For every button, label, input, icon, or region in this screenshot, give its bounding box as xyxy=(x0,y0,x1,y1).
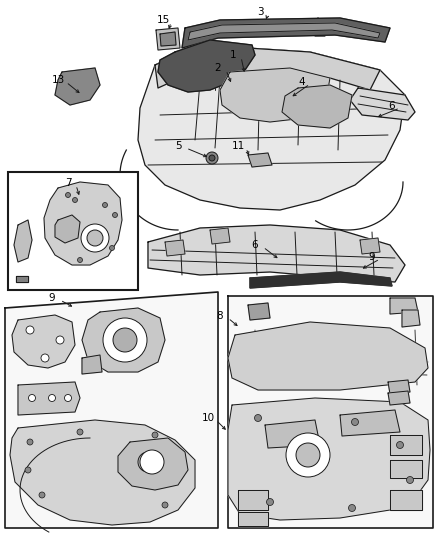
Text: 3: 3 xyxy=(257,7,263,17)
Polygon shape xyxy=(402,310,420,327)
Circle shape xyxy=(25,467,31,473)
Polygon shape xyxy=(158,40,255,92)
Polygon shape xyxy=(265,420,320,448)
Polygon shape xyxy=(118,438,188,490)
Circle shape xyxy=(286,433,330,477)
Circle shape xyxy=(78,257,82,262)
Polygon shape xyxy=(182,18,390,48)
Polygon shape xyxy=(350,88,415,120)
Polygon shape xyxy=(238,490,268,510)
Polygon shape xyxy=(360,238,380,254)
Polygon shape xyxy=(228,296,433,528)
Polygon shape xyxy=(315,30,325,36)
Text: 6: 6 xyxy=(389,101,396,111)
Text: 6: 6 xyxy=(252,240,258,250)
Polygon shape xyxy=(390,298,418,314)
Text: 9: 9 xyxy=(369,252,375,262)
Circle shape xyxy=(296,443,320,467)
Polygon shape xyxy=(138,45,405,210)
Polygon shape xyxy=(228,398,430,520)
Circle shape xyxy=(352,418,358,425)
Polygon shape xyxy=(388,391,410,405)
Circle shape xyxy=(209,155,215,161)
Polygon shape xyxy=(82,308,165,372)
Circle shape xyxy=(110,246,114,251)
Polygon shape xyxy=(44,182,122,265)
Text: 7: 7 xyxy=(65,178,71,188)
Circle shape xyxy=(27,439,33,445)
Circle shape xyxy=(138,452,158,472)
Circle shape xyxy=(206,152,218,164)
Text: 8: 8 xyxy=(217,311,223,321)
Circle shape xyxy=(81,224,109,252)
Text: 9: 9 xyxy=(49,293,55,303)
Polygon shape xyxy=(165,240,185,256)
Circle shape xyxy=(406,477,413,483)
Circle shape xyxy=(152,432,158,438)
Polygon shape xyxy=(220,68,330,122)
Circle shape xyxy=(49,394,56,401)
Circle shape xyxy=(102,203,107,207)
Text: 1: 1 xyxy=(230,50,237,60)
Circle shape xyxy=(113,328,137,352)
Polygon shape xyxy=(390,435,422,455)
Text: 13: 13 xyxy=(51,75,65,85)
Polygon shape xyxy=(10,420,195,525)
Circle shape xyxy=(103,318,147,362)
Polygon shape xyxy=(18,382,80,415)
Polygon shape xyxy=(238,512,268,526)
Polygon shape xyxy=(388,380,410,394)
Circle shape xyxy=(130,444,166,480)
Polygon shape xyxy=(250,272,392,288)
Polygon shape xyxy=(156,28,180,50)
Polygon shape xyxy=(148,225,405,282)
Circle shape xyxy=(56,336,64,344)
Circle shape xyxy=(64,394,71,401)
Circle shape xyxy=(39,492,45,498)
Circle shape xyxy=(28,394,35,401)
Text: 5: 5 xyxy=(175,141,181,151)
Circle shape xyxy=(66,192,71,198)
Circle shape xyxy=(266,498,273,505)
Circle shape xyxy=(177,467,183,473)
Polygon shape xyxy=(248,303,270,320)
Polygon shape xyxy=(248,153,272,167)
Polygon shape xyxy=(340,410,400,436)
Circle shape xyxy=(254,415,261,422)
Polygon shape xyxy=(14,220,32,262)
Circle shape xyxy=(77,429,83,435)
Polygon shape xyxy=(228,322,428,390)
Polygon shape xyxy=(390,490,422,510)
Text: 4: 4 xyxy=(299,77,305,87)
Polygon shape xyxy=(55,68,100,105)
Text: 2: 2 xyxy=(215,63,221,73)
Circle shape xyxy=(140,450,164,474)
Polygon shape xyxy=(188,23,380,40)
Circle shape xyxy=(162,502,168,508)
Circle shape xyxy=(73,198,78,203)
Text: 10: 10 xyxy=(201,413,215,423)
Bar xyxy=(8,172,138,290)
Circle shape xyxy=(113,213,117,217)
Circle shape xyxy=(87,230,103,246)
Polygon shape xyxy=(160,32,176,46)
Polygon shape xyxy=(282,85,352,128)
Circle shape xyxy=(349,505,356,512)
Circle shape xyxy=(26,326,34,334)
Polygon shape xyxy=(12,315,75,368)
Text: 11: 11 xyxy=(231,141,245,151)
Polygon shape xyxy=(155,45,380,90)
Text: 15: 15 xyxy=(156,15,170,25)
Polygon shape xyxy=(55,215,80,243)
Polygon shape xyxy=(210,228,230,244)
Polygon shape xyxy=(16,276,28,282)
Circle shape xyxy=(41,354,49,362)
Polygon shape xyxy=(5,292,218,528)
Circle shape xyxy=(396,441,403,448)
Polygon shape xyxy=(390,460,422,478)
Polygon shape xyxy=(82,355,102,374)
